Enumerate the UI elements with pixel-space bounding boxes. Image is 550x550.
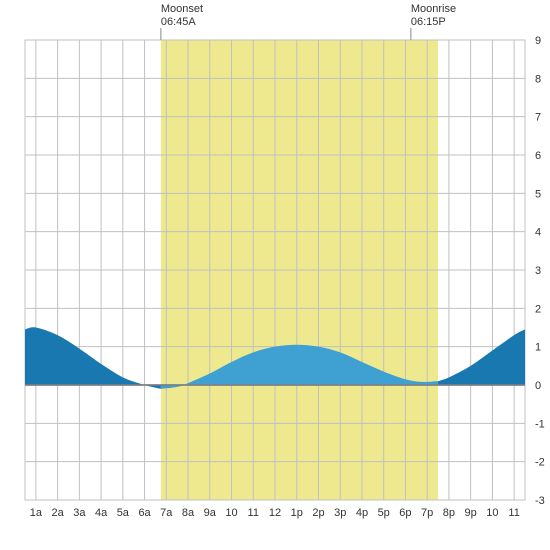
- x-tick-label: 1a: [30, 507, 43, 519]
- x-tick-label: 6p: [399, 507, 411, 519]
- annotation-title: Moonrise: [411, 3, 456, 15]
- chart-svg: 1a2a3a4a5a6a7a8a9a1011121p2p3p4p5p6p7p8p…: [0, 0, 550, 550]
- y-tick-label: -1: [535, 418, 545, 430]
- x-tick-label: 10: [225, 507, 237, 519]
- y-tick-label: -2: [535, 457, 545, 469]
- y-tick-label: 6: [535, 150, 541, 162]
- y-tick-label: 9: [535, 35, 541, 47]
- x-tick-label: 4p: [356, 507, 368, 519]
- y-tick-label: 8: [535, 73, 541, 85]
- x-tick-label: 9a: [204, 507, 217, 519]
- y-tick-label: -3: [535, 495, 545, 507]
- y-tick-label: 2: [535, 303, 541, 315]
- tide-chart: 1a2a3a4a5a6a7a8a9a1011121p2p3p4p5p6p7p8p…: [0, 0, 550, 550]
- x-tick-label: 2a: [51, 507, 64, 519]
- x-tick-label: 12: [269, 507, 281, 519]
- x-tick-label: 2p: [312, 507, 324, 519]
- x-tick-label: 8p: [443, 507, 455, 519]
- y-tick-label: 5: [535, 188, 541, 200]
- annotation-time: 06:45A: [161, 16, 197, 28]
- x-tick-label: 11: [248, 507, 259, 519]
- y-tick-label: 1: [535, 342, 541, 354]
- x-tick-label: 9p: [465, 507, 477, 519]
- y-tick-label: 0: [535, 380, 541, 392]
- y-tick-label: 7: [535, 112, 541, 124]
- x-tick-label: 3p: [334, 507, 346, 519]
- y-tick-label: 4: [535, 227, 541, 239]
- x-tick-label: 1p: [291, 507, 303, 519]
- x-tick-label: 5a: [117, 507, 130, 519]
- x-tick-label: 11: [508, 507, 519, 519]
- x-tick-label: 7p: [421, 507, 433, 519]
- x-tick-label: 7a: [160, 507, 173, 519]
- tide-area-night-am: [25, 327, 161, 389]
- x-tick-label: 10: [486, 507, 498, 519]
- annotation-time: 06:15P: [411, 16, 446, 28]
- x-tick-label: 3a: [73, 507, 86, 519]
- x-tick-label: 5p: [378, 507, 390, 519]
- tide-area-night-pm: [438, 329, 525, 385]
- y-tick-label: 3: [535, 265, 541, 277]
- x-tick-label: 6a: [138, 507, 151, 519]
- x-tick-label: 4a: [95, 507, 108, 519]
- annotation-title: Moonset: [161, 3, 203, 15]
- x-tick-label: 8a: [182, 507, 195, 519]
